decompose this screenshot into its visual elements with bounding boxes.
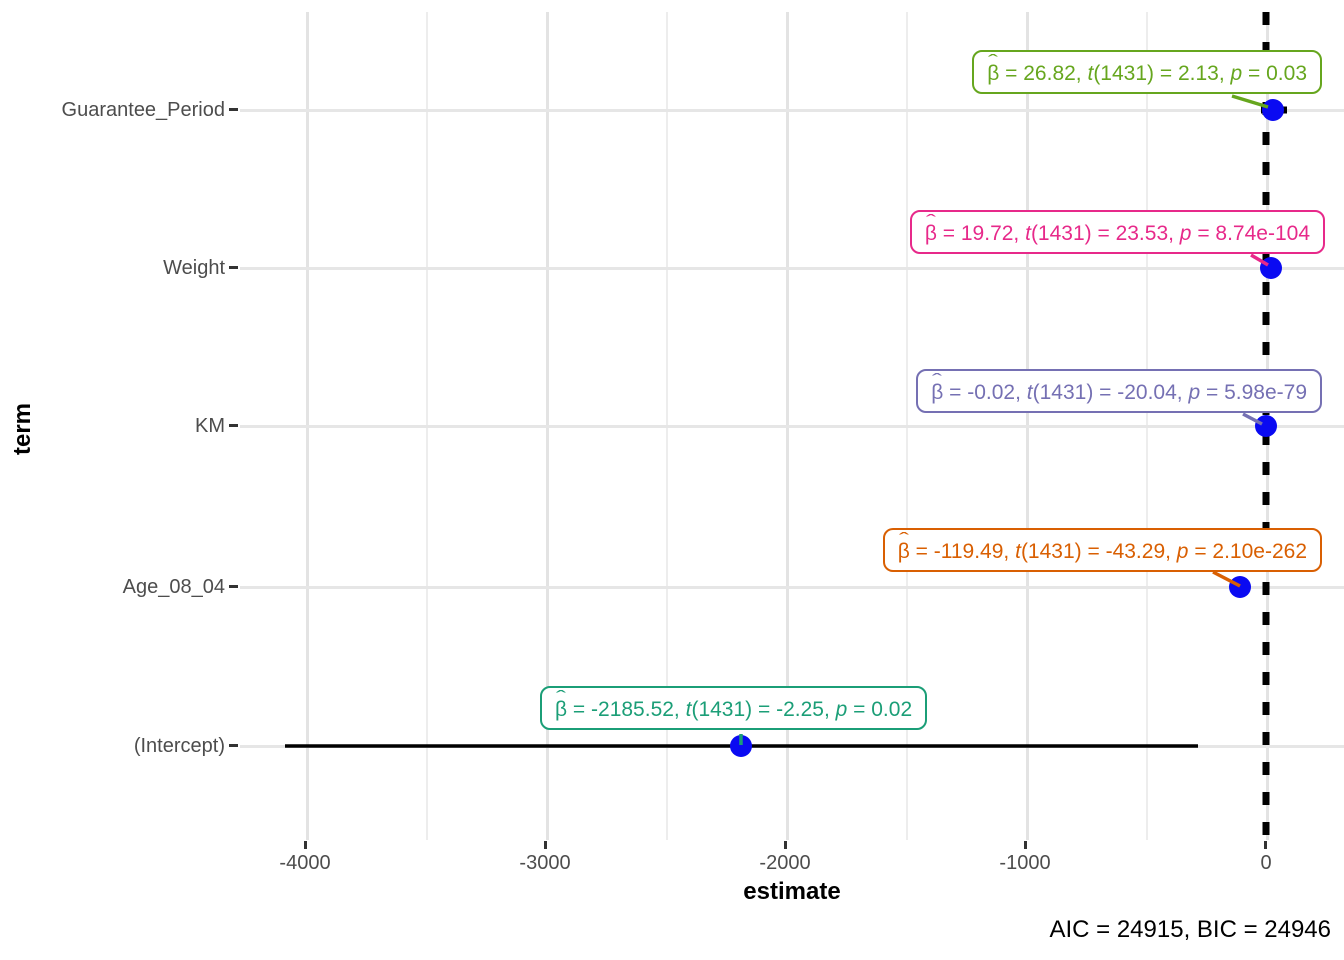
estimate-text: = -119.49, <box>909 540 1016 563</box>
y-tick <box>229 585 238 588</box>
df-text: (1431) <box>691 698 753 721</box>
gridline-h <box>240 745 1344 748</box>
x-axis-tick-label: -4000 <box>279 852 331 874</box>
t-value-text: = -43.29, <box>1081 540 1177 563</box>
beta-glyph: β <box>897 540 910 563</box>
hat-glyph: ˆ <box>932 370 943 391</box>
df-text: (1431) <box>1093 62 1155 85</box>
y-tick <box>229 424 238 427</box>
p-value-text: = 5.98e-79 <box>1200 381 1307 404</box>
t-value-text: = -20.04, <box>1093 381 1189 404</box>
x-axis-tick-label: -2000 <box>759 852 811 874</box>
gridline-h <box>240 109 1344 112</box>
y-axis-title: term <box>9 402 36 456</box>
gridline-h <box>240 267 1344 270</box>
hat-glyph: ˆ <box>898 529 909 550</box>
y-axis-label-weight: Weight <box>163 257 225 279</box>
x-axis-tick-label: -1000 <box>999 852 1051 874</box>
p-symbol: p <box>835 698 848 721</box>
hat-glyph: ˆ <box>555 687 567 708</box>
point-km <box>1255 415 1277 437</box>
p-value-text: = 8.74e-104 <box>1191 222 1310 245</box>
y-tick <box>229 266 238 269</box>
beta-glyph: β <box>931 381 944 404</box>
x-tick <box>1264 841 1267 849</box>
y-axis-label-guarantee-period: Guarantee_Period <box>61 99 225 121</box>
x-axis-title: estimate <box>743 878 841 905</box>
df-text: (1431) <box>1030 222 1092 245</box>
point-age-08-04 <box>1229 576 1251 598</box>
hat-glyph: ˆ <box>925 211 936 232</box>
y-axis-label-age-08-04: Age_08_04 <box>122 576 225 598</box>
point-guarantee-period <box>1262 99 1284 121</box>
estimate-text: = -0.02, <box>943 381 1027 404</box>
beta-glyph: β <box>924 222 937 245</box>
beta-glyph: β <box>987 62 1000 85</box>
y-tick <box>229 744 238 747</box>
df-text: (1431) <box>1032 381 1094 404</box>
x-axis-tick-label: 0 <box>1260 852 1272 874</box>
t-value-text: = -2.25, <box>752 698 836 721</box>
p-value-text: = 0.02 <box>847 698 913 721</box>
p-symbol: p <box>1179 222 1192 245</box>
x-tick <box>784 841 787 849</box>
beta-glyph: β <box>555 698 568 721</box>
x-axis-tick-label: -3000 <box>519 852 571 874</box>
t-value-text: = 23.53, <box>1091 222 1180 245</box>
t-symbol: t <box>1087 62 1094 85</box>
estimate-text: = 26.82, <box>999 62 1088 85</box>
x-tick <box>304 841 307 849</box>
gridline-h <box>240 425 1344 428</box>
df-text: (1431) <box>1020 540 1082 563</box>
p-value-text: = 0.03 <box>1242 62 1307 85</box>
x-tick <box>1024 841 1027 849</box>
gridline-h <box>240 586 1344 589</box>
p-value-text: = 2.10e-262 <box>1188 540 1307 563</box>
estimate-text: = -2185.52, <box>567 698 686 721</box>
p-symbol: p <box>1188 381 1201 404</box>
p-symbol: p <box>1230 62 1243 85</box>
t-symbol: t <box>685 698 692 721</box>
hat-glyph: ˆ <box>988 51 999 72</box>
p-symbol: p <box>1176 540 1189 563</box>
t-symbol: t <box>1025 222 1031 245</box>
estimate-text: = 19.72, <box>936 222 1026 245</box>
y-axis-label-intercept: (Intercept) <box>133 735 225 757</box>
t-value-text: = 2.13, <box>1154 62 1231 85</box>
t-symbol: t <box>1026 381 1033 404</box>
t-symbol: t <box>1015 540 1021 563</box>
x-tick <box>544 841 547 849</box>
y-tick <box>229 108 238 111</box>
model-fit-caption: AIC = 24915, BIC = 24946 <box>1049 916 1331 943</box>
y-axis-label-km: KM <box>195 415 225 437</box>
point-intercept <box>730 735 752 757</box>
point-weight <box>1260 257 1282 279</box>
